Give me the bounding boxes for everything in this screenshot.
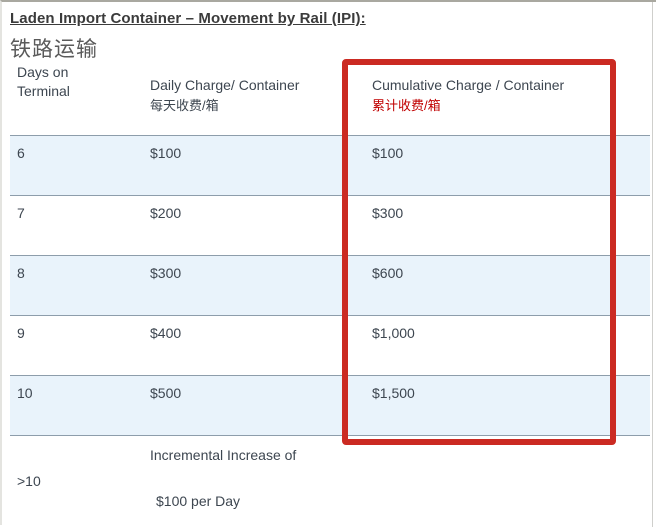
cell-cumulative-charge: $1,500 <box>372 385 415 401</box>
table-row: 7 $200 $300 <box>10 196 650 256</box>
cell-daily-charge: $100 <box>150 145 182 161</box>
table-row: 6 $100 $100 <box>10 136 650 196</box>
subtitle-chinese: 铁路运输 <box>10 38 98 61</box>
column-header-cumulative: Cumulative Charge / Container 累计收费/箱 <box>370 63 650 114</box>
cell-days-over-10: >10 <box>17 473 41 489</box>
incremental-note-line2: $100 per Day <box>156 493 241 509</box>
cell-days: 9 <box>17 325 25 341</box>
page-title: Laden Import Container – Movement by Rai… <box>10 10 366 27</box>
column-header-daily: Daily Charge/ Container 每天收费/箱 <box>149 63 370 114</box>
cell-daily-charge: $300 <box>150 265 182 281</box>
cell-days: 8 <box>17 265 25 281</box>
cell-cumulative-charge: $300 <box>372 205 404 221</box>
column-header-daily-label: Daily Charge/ Container <box>150 77 300 93</box>
page-edge-line <box>652 2 653 527</box>
cell-cumulative-charge: $600 <box>372 265 404 281</box>
table-row: 9 $400 $1,000 <box>10 316 650 376</box>
cell-days: 7 <box>17 205 25 221</box>
incremental-note-line1: Incremental Increase of <box>150 447 297 463</box>
cell-cumulative-charge: $100 <box>372 145 404 161</box>
column-header-days-label: Days on Terminal <box>17 64 70 99</box>
table-footer-row: >10 Incremental Increase of $100 per Day <box>10 436 650 528</box>
cell-daily-charge: $400 <box>150 325 182 341</box>
cell-daily-charge: $500 <box>150 385 182 401</box>
column-header-days: Days on Terminal <box>10 63 149 114</box>
table-row: 8 $300 $600 <box>10 256 650 316</box>
cell-cumulative-charge: $1,000 <box>372 325 415 341</box>
cell-days: 6 <box>17 145 25 161</box>
column-header-cumulative-label-cn: 累计收费/箱 <box>372 98 441 113</box>
cell-days: 10 <box>17 385 33 401</box>
cell-cumulative-empty <box>370 436 650 528</box>
column-header-cumulative-label: Cumulative Charge / Container <box>372 77 565 93</box>
table-row: 10 $500 $1,500 <box>10 376 650 436</box>
column-header-daily-label-cn: 每天收费/箱 <box>150 98 219 113</box>
rate-table: 6 $100 $100 7 $200 $300 8 $300 $600 9 $4… <box>10 135 650 528</box>
cell-incremental-note: Incremental Increase of $100 per Day <box>149 436 370 528</box>
cell-daily-charge: $200 <box>150 205 182 221</box>
table-header-row: Days on Terminal Daily Charge/ Container… <box>10 63 650 114</box>
